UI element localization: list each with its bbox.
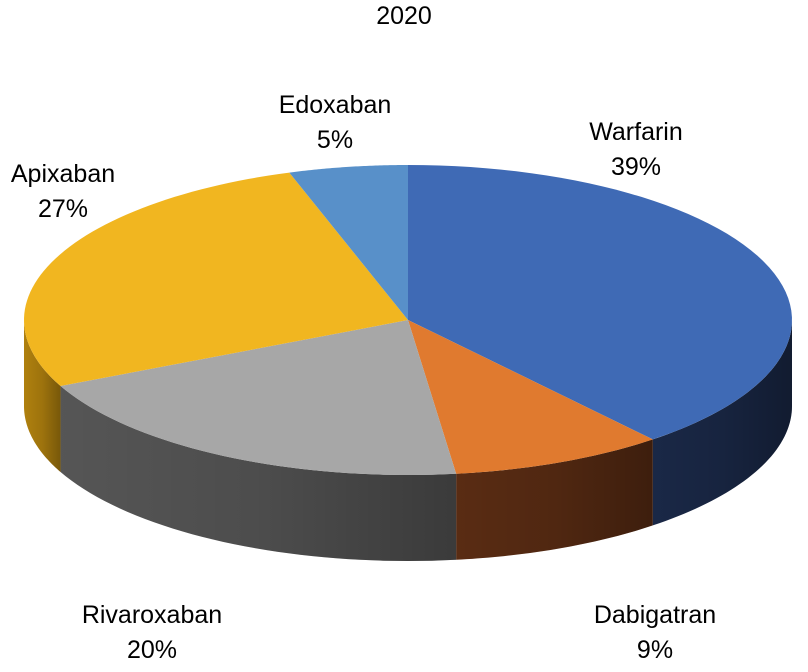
slice-label-edoxaban: Edoxaban: [279, 91, 392, 119]
slice-value-label-edoxaban: 5%: [317, 126, 353, 154]
slice-value-label-rivaroxaban: 20%: [127, 636, 177, 664]
slice-label-dabigatran: Dabigatran: [594, 601, 716, 629]
slice-rivaroxaban: [60, 320, 457, 475]
slice-side-shade-rivaroxaban: [60, 386, 457, 561]
slice-label-apixaban: Apixaban: [11, 160, 115, 188]
pie-tops: [24, 165, 792, 475]
chart-title: 2020: [376, 2, 432, 30]
slice-value-label-apixaban: 27%: [38, 195, 88, 223]
slice-side-shade-dabigatran: [456, 439, 653, 560]
slice-value-label-warfarin: 39%: [611, 153, 661, 181]
pie-sides: [24, 320, 792, 561]
slice-side-shade-apixaban: [24, 320, 61, 472]
slice-apixaban: [24, 172, 409, 386]
slice-label-warfarin: Warfarin: [589, 118, 683, 146]
slice-dabigatran: [408, 320, 653, 474]
slice-side-shade-warfarin: [652, 320, 792, 526]
pie-labels: Warfarin 39% Dabigatran 9% Rivaroxaban 20% Api…: [11, 91, 716, 664]
slice-warfarin: [408, 165, 792, 440]
slice-value-label-dabigatran: 9%: [637, 636, 673, 664]
slice-edoxaban: [289, 165, 408, 320]
slice-label-rivaroxaban: Rivaroxaban: [82, 601, 222, 629]
